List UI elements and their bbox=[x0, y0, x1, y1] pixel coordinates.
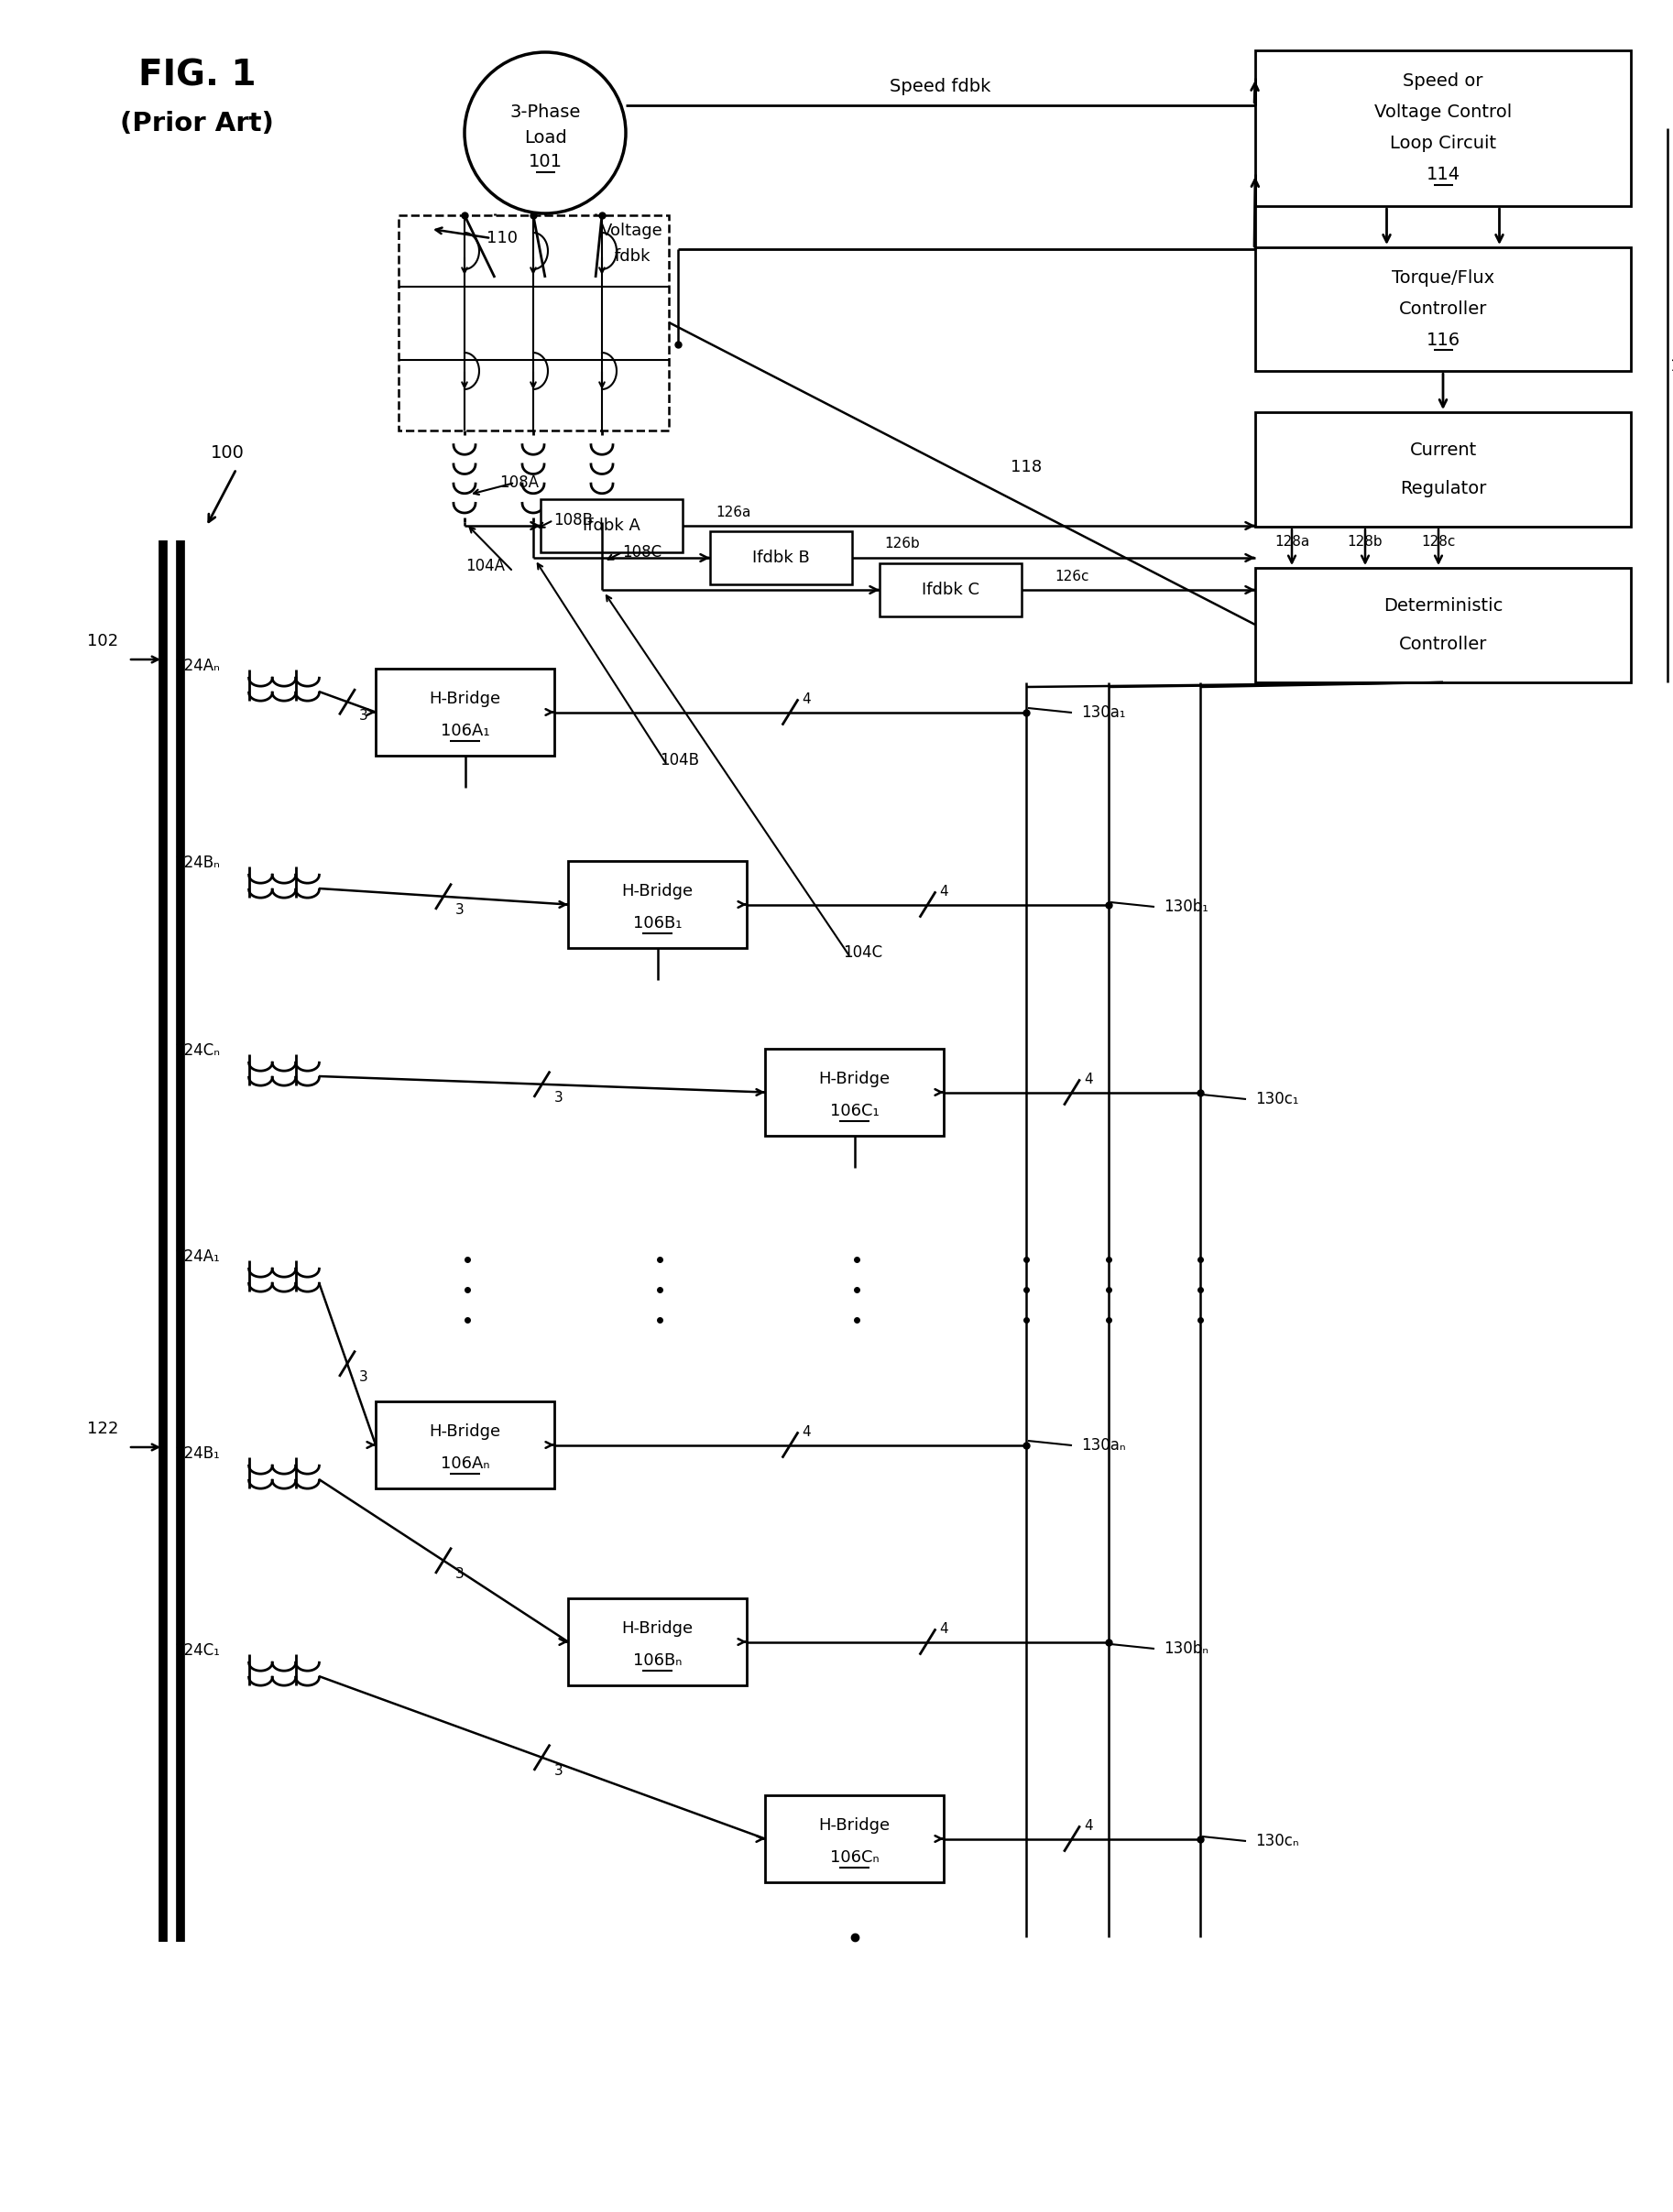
Text: fdbk: fdbk bbox=[614, 248, 651, 265]
Text: 108A: 108A bbox=[500, 473, 539, 491]
Bar bbox=[709, 531, 852, 584]
Bar bbox=[540, 500, 683, 553]
Text: 124A₁: 124A₁ bbox=[174, 1248, 219, 1265]
Text: H-Bridge: H-Bridge bbox=[622, 883, 693, 900]
Text: 120: 120 bbox=[1670, 358, 1673, 374]
Text: 124Aₙ: 124Aₙ bbox=[174, 657, 219, 675]
Text: H-Bridge: H-Bridge bbox=[622, 1621, 693, 1637]
Text: 106B₁: 106B₁ bbox=[632, 916, 683, 931]
Bar bbox=[1255, 248, 1631, 372]
Text: 126a: 126a bbox=[716, 504, 751, 520]
Bar bbox=[569, 860, 746, 949]
Text: 3: 3 bbox=[360, 708, 368, 723]
Text: 124B₁: 124B₁ bbox=[174, 1444, 219, 1462]
Text: 3: 3 bbox=[455, 1568, 465, 1582]
Bar bbox=[880, 564, 1022, 617]
Text: 3: 3 bbox=[360, 1371, 368, 1385]
Text: H-Bridge: H-Bridge bbox=[430, 1425, 500, 1440]
Text: Regulator: Regulator bbox=[1400, 480, 1486, 498]
Text: Loop Circuit: Loop Circuit bbox=[1390, 135, 1496, 153]
Text: 114: 114 bbox=[1425, 166, 1461, 184]
Text: Load: Load bbox=[524, 128, 567, 146]
Text: 3: 3 bbox=[554, 1765, 562, 1778]
Bar bbox=[1255, 568, 1631, 681]
Text: Ifdbk B: Ifdbk B bbox=[753, 549, 810, 566]
Text: Torque/Flux: Torque/Flux bbox=[1392, 270, 1494, 288]
Text: 106C₁: 106C₁ bbox=[830, 1104, 878, 1119]
Text: FIG. 1: FIG. 1 bbox=[139, 58, 256, 93]
Text: Speed fdbk: Speed fdbk bbox=[890, 77, 990, 95]
Text: 130cₙ: 130cₙ bbox=[1255, 1834, 1298, 1849]
Bar bbox=[765, 1796, 944, 1882]
Text: 126b: 126b bbox=[885, 538, 920, 551]
Text: 3: 3 bbox=[455, 902, 465, 918]
Text: H-Bridge: H-Bridge bbox=[818, 1818, 890, 1834]
Text: 110: 110 bbox=[487, 230, 517, 246]
Text: H-Bridge: H-Bridge bbox=[818, 1071, 890, 1088]
Text: 126c: 126c bbox=[1054, 568, 1089, 584]
Text: 101: 101 bbox=[529, 153, 562, 170]
Bar bbox=[1255, 51, 1631, 206]
Text: 106Aₙ: 106Aₙ bbox=[440, 1455, 490, 1473]
Bar bbox=[765, 1048, 944, 1135]
Bar bbox=[376, 1402, 554, 1489]
Text: 108C: 108C bbox=[622, 544, 661, 560]
Text: 4: 4 bbox=[803, 692, 811, 706]
Text: 4: 4 bbox=[940, 885, 949, 898]
Text: 4: 4 bbox=[940, 1621, 949, 1637]
Text: 124C₁: 124C₁ bbox=[174, 1641, 219, 1659]
Text: 130c₁: 130c₁ bbox=[1255, 1091, 1298, 1108]
Bar bbox=[398, 215, 669, 431]
Text: 4: 4 bbox=[803, 1425, 811, 1440]
Text: 106Bₙ: 106Bₙ bbox=[632, 1652, 683, 1670]
Bar bbox=[376, 668, 554, 757]
Text: 104C: 104C bbox=[843, 945, 882, 960]
Text: 3-Phase: 3-Phase bbox=[510, 104, 581, 122]
Text: 124Cₙ: 124Cₙ bbox=[174, 1042, 219, 1060]
Text: (Prior Art): (Prior Art) bbox=[120, 111, 274, 137]
Text: Ifdbk A: Ifdbk A bbox=[582, 518, 641, 533]
Text: 104B: 104B bbox=[659, 752, 699, 768]
Text: Voltage: Voltage bbox=[601, 223, 663, 239]
Text: 4: 4 bbox=[1084, 1073, 1092, 1086]
Text: 130bₙ: 130bₙ bbox=[1164, 1641, 1208, 1657]
Text: 122: 122 bbox=[87, 1420, 119, 1438]
Text: Controller: Controller bbox=[1399, 635, 1487, 653]
Text: 108B: 108B bbox=[554, 511, 592, 529]
Text: Controller: Controller bbox=[1399, 301, 1487, 319]
Text: 118: 118 bbox=[1010, 458, 1042, 476]
Circle shape bbox=[465, 53, 626, 212]
Bar bbox=[569, 1599, 746, 1686]
Text: Current: Current bbox=[1409, 442, 1477, 460]
Text: Ifdbk C: Ifdbk C bbox=[922, 582, 979, 597]
Text: 104A: 104A bbox=[465, 557, 505, 575]
Text: 116: 116 bbox=[1425, 332, 1461, 349]
Text: 4: 4 bbox=[1084, 1818, 1092, 1834]
Text: 130a₁: 130a₁ bbox=[1081, 703, 1126, 721]
Text: 100: 100 bbox=[211, 445, 244, 462]
Text: 128b: 128b bbox=[1347, 535, 1384, 549]
Text: 3: 3 bbox=[554, 1091, 562, 1104]
Text: 128c: 128c bbox=[1422, 535, 1456, 549]
Text: 106A₁: 106A₁ bbox=[440, 723, 490, 739]
Text: Voltage Control: Voltage Control bbox=[1374, 104, 1512, 122]
Text: 106Cₙ: 106Cₙ bbox=[830, 1849, 878, 1867]
Text: 128a: 128a bbox=[1275, 535, 1310, 549]
Text: 124Bₙ: 124Bₙ bbox=[174, 854, 219, 872]
Text: Speed or: Speed or bbox=[1404, 73, 1484, 91]
Text: 130b₁: 130b₁ bbox=[1164, 898, 1208, 916]
Text: H-Bridge: H-Bridge bbox=[430, 690, 500, 708]
Bar bbox=[1255, 411, 1631, 526]
Text: Deterministic: Deterministic bbox=[1384, 597, 1502, 615]
Text: 102: 102 bbox=[87, 633, 119, 650]
Text: 130aₙ: 130aₙ bbox=[1081, 1438, 1126, 1453]
